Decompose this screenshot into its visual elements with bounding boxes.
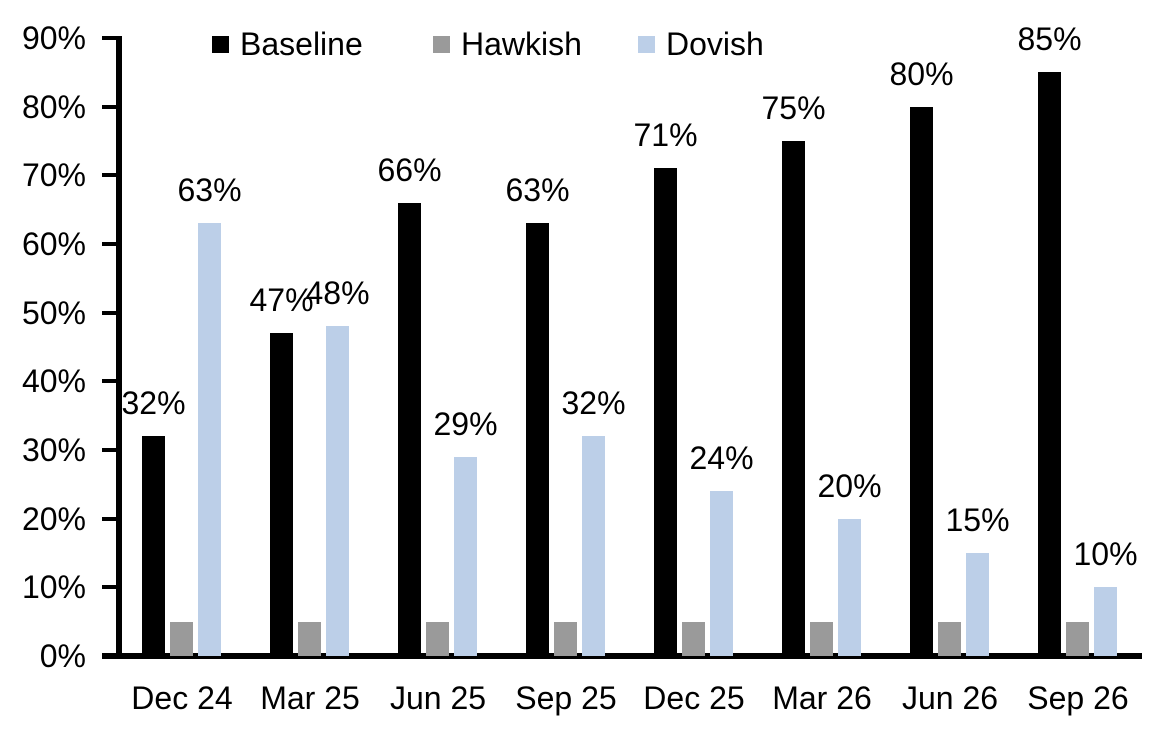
bar-hawkish [554,621,577,656]
y-tick-label: 60% [21,226,86,262]
bar-baseline [910,106,933,656]
y-tick [102,310,117,315]
bar-dovish [326,326,349,656]
bar-group: 63% 32% [502,38,630,656]
y-tick-label: 90% [21,20,86,56]
bar-baseline [782,141,805,656]
y-tick-label: 80% [21,88,86,125]
legend-swatch-icon [638,35,655,53]
data-label-baseline: 47% [249,282,314,319]
y-tick-label: 40% [21,363,86,400]
bar-dovish [838,518,861,656]
legend-label: Dovish [666,26,764,62]
bar-baseline [142,436,165,656]
bar-dovish [966,553,989,656]
data-label-dovish: 32% [561,385,626,422]
y-tick-label: 30% [21,432,86,468]
legend-swatch-icon [433,35,450,53]
data-label-baseline: 75% [761,90,826,126]
y-tick [102,379,117,384]
data-label-dovish: 10% [1073,536,1138,573]
y-tick-label: 50% [21,294,86,331]
y-tick [102,516,117,521]
bar-group: 71% 24% [630,38,758,656]
bar-dovish [198,223,221,656]
data-label-baseline: 63% [505,172,570,209]
bar-hawkish [170,621,193,656]
legend-label: Baseline [240,26,363,62]
y-tick [102,173,117,178]
bar-dovish [582,436,605,656]
data-label-dovish: 24% [689,440,754,477]
y-tick-label: 70% [21,157,86,194]
x-axis-label: Sep 25 [515,680,617,716]
bar-group: 32% 63% [118,38,246,656]
legend-item-hawkish: Hawkish [433,26,582,62]
y-tick-label: 10% [21,569,86,606]
bar-group: 47% 48% [246,38,374,656]
data-label-dovish: 15% [945,502,1010,538]
y-axis-line [116,36,122,659]
x-axis-label: Mar 25 [260,680,360,716]
bar-dovish [454,456,477,656]
data-label-dovish: 20% [817,467,882,504]
x-axis-label: Dec 24 [131,680,233,716]
bar-baseline [1038,72,1061,656]
x-axis-line [102,653,1142,659]
data-label-baseline: 85% [1017,21,1082,58]
y-tick-label: 0% [39,638,86,674]
bar-hawkish [938,621,961,656]
y-tick [102,104,117,109]
data-label-baseline: 66% [377,151,442,188]
y-tick-label: 20% [21,500,86,537]
y-tick [102,448,117,452]
bar-hawkish [298,621,321,656]
data-label-dovish: 63% [177,172,242,209]
bar-group: 85% 10% [1014,21,1142,656]
x-axis-label: Jun 25 [389,680,487,716]
data-label-baseline: 71% [633,117,698,154]
y-tick [102,242,117,246]
legend-item-dovish: Dovish [638,26,764,62]
data-label-dovish: 48% [305,275,370,312]
legend-swatch-icon [212,35,229,53]
bar-hawkish [810,621,833,656]
data-label-baseline: 80% [889,55,954,92]
bar-hawkish [682,621,705,656]
y-tick [102,36,117,40]
x-axis-label: Sep 26 [1027,680,1129,716]
bar-hawkish [426,621,449,656]
bar-baseline [526,223,549,656]
x-axis-label: Mar 26 [772,680,872,716]
y-tick [102,585,117,590]
data-label-baseline: 32% [121,385,186,422]
x-axis-label: Dec 25 [643,680,745,716]
bar-baseline [270,333,293,656]
bar-group: 75% 20% [758,38,886,656]
bar-baseline [398,202,421,656]
bar-group: 66% 29% [374,38,502,656]
bar-baseline [654,168,677,656]
legend-item-baseline: Baseline [212,26,363,62]
legend-label: Hawkish [461,26,582,62]
bar-hawkish [1066,621,1089,656]
data-label-dovish: 29% [433,405,498,442]
bar-dovish [1094,587,1117,656]
x-axis-label: Jun 26 [901,680,999,716]
bar-group: 80% 15% [886,38,1014,656]
bar-dovish [710,491,733,656]
plot-area: 32% 63% 47% 48% 66% 29% 63% 32% 71% 24% 75% 20% 80% 1… [118,21,1142,656]
